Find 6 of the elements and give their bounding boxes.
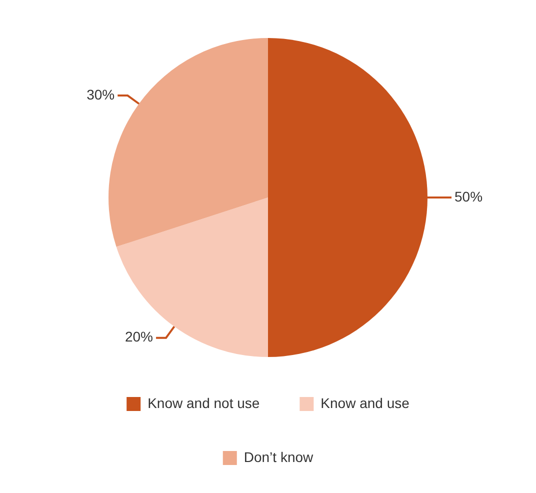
legend-label: Know and not use — [148, 394, 260, 411]
data-label: 30% — [86, 86, 115, 102]
data-label: 20% — [124, 328, 154, 345]
legend-label: Don’t know — [244, 448, 314, 465]
legend-label: Know and use — [320, 394, 410, 411]
data-label: 50% — [454, 188, 483, 204]
